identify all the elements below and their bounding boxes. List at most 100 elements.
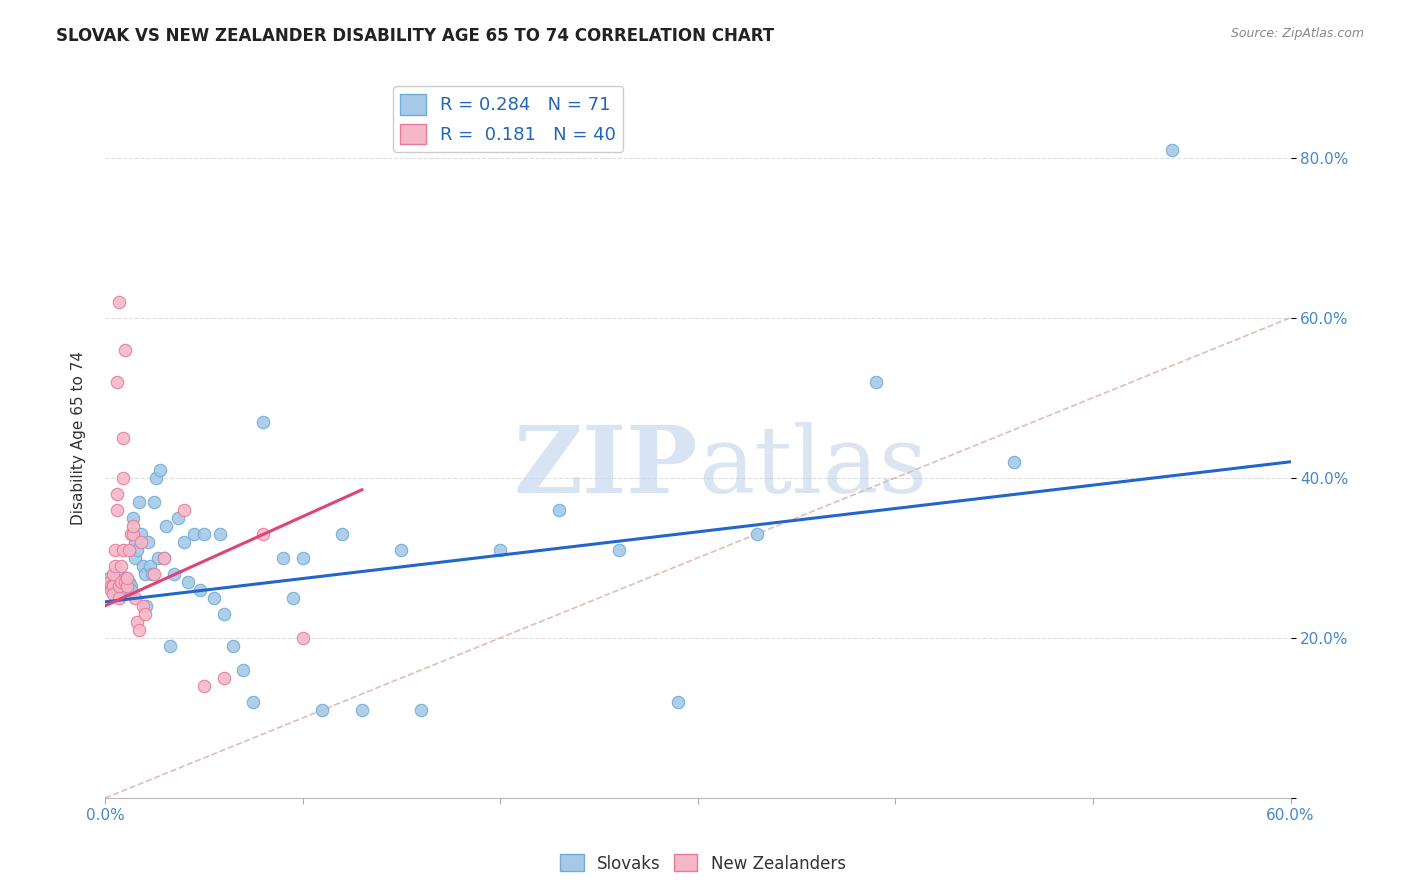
- Point: [105, 582, 128, 596]
- Point: [121, 526, 143, 541]
- Point: [291, 631, 314, 645]
- Point: [291, 550, 314, 565]
- Point: [115, 574, 138, 588]
- Point: [120, 582, 142, 597]
- Point: [110, 582, 132, 596]
- Point: [101, 576, 124, 591]
- Point: [104, 582, 127, 597]
- Point: [177, 574, 200, 589]
- Point: [155, 518, 177, 533]
- Point: [167, 511, 190, 525]
- Point: [666, 695, 689, 709]
- Point: [101, 587, 124, 601]
- Point: [389, 542, 412, 557]
- Point: [281, 591, 304, 605]
- Point: [271, 550, 294, 565]
- Point: [104, 542, 127, 557]
- Point: [131, 558, 153, 573]
- Text: ZIP: ZIP: [513, 422, 697, 512]
- Text: SLOVAK VS NEW ZEALANDER DISABILITY AGE 65 TO 74 CORRELATION CHART: SLOVAK VS NEW ZEALANDER DISABILITY AGE 6…: [56, 27, 775, 45]
- Point: [350, 703, 373, 717]
- Point: [115, 579, 138, 593]
- Point: [114, 574, 136, 589]
- Point: [242, 695, 264, 709]
- Point: [183, 526, 205, 541]
- Point: [120, 526, 142, 541]
- Point: [212, 607, 235, 621]
- Point: [125, 615, 148, 629]
- Point: [128, 623, 150, 637]
- Point: [105, 375, 128, 389]
- Point: [149, 463, 172, 477]
- Point: [118, 574, 141, 589]
- Point: [173, 503, 195, 517]
- Point: [111, 579, 134, 593]
- Point: [114, 343, 136, 357]
- Point: [97, 574, 120, 589]
- Point: [114, 582, 136, 597]
- Point: [232, 663, 254, 677]
- Point: [97, 571, 120, 585]
- Point: [1161, 143, 1184, 157]
- Point: [115, 579, 138, 593]
- Point: [145, 471, 167, 485]
- Point: [111, 542, 134, 557]
- Point: [121, 518, 143, 533]
- Point: [193, 679, 215, 693]
- Point: [100, 582, 122, 597]
- Point: [143, 566, 166, 581]
- Point: [865, 375, 887, 389]
- Point: [128, 495, 150, 509]
- Point: [208, 526, 231, 541]
- Point: [101, 579, 124, 593]
- Text: atlas: atlas: [697, 422, 927, 512]
- Point: [159, 639, 181, 653]
- Point: [114, 571, 136, 585]
- Point: [134, 566, 156, 581]
- Point: [311, 703, 333, 717]
- Point: [135, 599, 157, 613]
- Point: [173, 534, 195, 549]
- Point: [101, 579, 124, 593]
- Point: [129, 534, 152, 549]
- Point: [411, 703, 433, 717]
- Point: [138, 534, 160, 549]
- Point: [124, 534, 146, 549]
- Point: [105, 503, 128, 517]
- Point: [202, 591, 225, 605]
- Legend: Slovaks, New Zealanders: Slovaks, New Zealanders: [554, 847, 852, 880]
- Point: [124, 550, 146, 565]
- Point: [105, 584, 128, 599]
- Point: [108, 294, 131, 309]
- Point: [100, 574, 122, 589]
- Point: [120, 579, 142, 593]
- Point: [101, 566, 124, 581]
- Point: [745, 526, 768, 541]
- Point: [121, 511, 143, 525]
- Point: [108, 579, 131, 593]
- Point: [131, 599, 153, 613]
- Point: [115, 571, 138, 585]
- Point: [100, 579, 122, 593]
- Point: [489, 542, 512, 557]
- Point: [118, 542, 141, 557]
- Point: [108, 591, 131, 605]
- Point: [330, 526, 353, 541]
- Point: [111, 471, 134, 485]
- Point: [105, 487, 128, 501]
- Point: [141, 566, 163, 581]
- Point: [111, 431, 134, 445]
- Point: [252, 415, 274, 429]
- Point: [110, 576, 132, 591]
- Point: [110, 558, 132, 573]
- Point: [139, 558, 162, 573]
- Point: [125, 542, 148, 557]
- Point: [108, 579, 131, 593]
- Point: [193, 526, 215, 541]
- Point: [134, 607, 156, 621]
- Point: [153, 550, 176, 565]
- Point: [188, 582, 211, 597]
- Point: [108, 587, 131, 601]
- Point: [163, 566, 186, 581]
- Point: [143, 495, 166, 509]
